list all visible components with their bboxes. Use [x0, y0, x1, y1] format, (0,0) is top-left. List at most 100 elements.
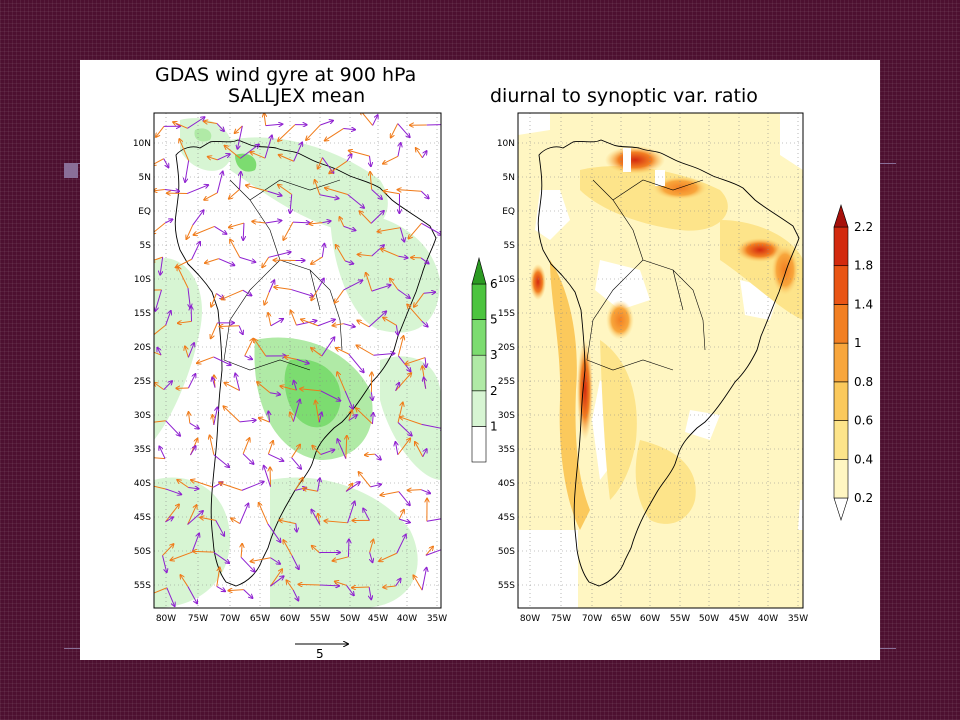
right-lon-label: 35W: [788, 614, 808, 624]
wind-vector-orange: [165, 504, 179, 523]
right-colorbar-min-triangle: [833, 497, 849, 521]
right-lat-label: 5N: [503, 173, 515, 183]
wind-vector-orange: [290, 412, 294, 422]
left-lat-labels: 10N 5N EQ 5S 10S 15S 20S 25S 30S 35S 40S 45S 50S 55S: [133, 139, 151, 591]
wind-vector-orange: [221, 289, 243, 299]
wind-vector-orange: [246, 185, 268, 192]
wind-vector-orange: [231, 518, 241, 524]
wind-vector-purple: [421, 320, 428, 327]
wind-vector-orange: [291, 445, 301, 458]
right-colorbar-label: 0.6: [854, 414, 873, 428]
wind-vector-purple: [160, 257, 163, 275]
wind-vector-purple: [318, 478, 320, 492]
right-lat-label: 10S: [498, 275, 515, 285]
left-lon-label: 70W: [220, 614, 240, 624]
wind-vector-orange: [219, 326, 240, 327]
wind-vector-orange: [332, 324, 344, 326]
wind-vector-orange: [283, 540, 293, 556]
wind-vector-orange: [425, 546, 433, 556]
wind-vector-orange: [318, 157, 323, 169]
wind-vector-orange: [200, 517, 216, 521]
right-lat-label: 45S: [498, 513, 515, 523]
wind-vector-purple: [291, 289, 313, 297]
wind-vector-orange: [235, 125, 243, 133]
wind-vector-orange: [219, 483, 243, 491]
wind-vector-orange: [224, 383, 240, 391]
wind-vector-orange: [325, 188, 348, 195]
right-title: diurnal to synoptic var. ratio: [490, 85, 758, 107]
wind-vector-orange: [336, 348, 349, 355]
wind-vector-purple: [399, 518, 410, 522]
left-lon-label: 75W: [188, 614, 208, 624]
right-lat-label: 15S: [498, 309, 515, 319]
right-lon-labels: 80W 75W 70W 65W 60W 55W 50W 45W 40W 35W: [520, 614, 808, 624]
left-colorbar-label: 5: [490, 313, 498, 327]
right-lat-label: EQ: [502, 207, 515, 217]
wind-vector-orange: [186, 224, 194, 239]
wind-vector-orange: [274, 287, 292, 290]
wind-vector-orange: [262, 257, 270, 267]
wind-vector-purple: [165, 517, 173, 523]
wind-vector-purple: [317, 278, 324, 291]
right-colorbar-label: 0.4: [854, 452, 873, 466]
wind-vector-orange: [264, 292, 270, 305]
wind-vector-purple: [320, 121, 333, 126]
wind-vector-orange: [250, 152, 266, 159]
wind-vector-orange: [188, 412, 189, 424]
wind-vector-purple: [268, 411, 269, 423]
wind-vector-orange: [204, 192, 218, 200]
wind-vector-purple: [371, 245, 384, 257]
decor-line-bottom-left: [64, 648, 82, 649]
right-colorbar-label: 0.2: [854, 491, 873, 505]
wind-vector-orange: [408, 222, 422, 238]
left-gridlines: [154, 113, 441, 608]
left-lon-label: 80W: [156, 614, 176, 624]
wind-vector-purple: [344, 261, 353, 264]
wind-vector-purple: [343, 129, 355, 130]
left-lat-label: 55S: [134, 581, 151, 591]
wind-vector-orange: [278, 185, 293, 195]
left-colorbar-segment: [471, 390, 487, 427]
wind-vector-orange: [211, 322, 218, 339]
wind-vector-purple: [187, 343, 194, 358]
left-lat-label: 5N: [139, 173, 151, 183]
wind-vector-purple: [268, 280, 274, 293]
right-colorbar-label: 1.4: [854, 297, 873, 311]
wind-vector-purple: [213, 454, 229, 467]
wind-vector-purple: [425, 549, 441, 556]
left-colorbar-label: 3: [490, 348, 498, 362]
wind-vector-purple: [165, 420, 180, 436]
wind-vector-purple: [238, 325, 243, 335]
wind-vector-purple: [425, 357, 426, 368]
wind-vector-purple: [319, 412, 322, 423]
wind-vector-orange: [397, 190, 422, 192]
wind-vector-orange: [383, 586, 396, 587]
left-lat-label: 30S: [134, 411, 151, 421]
left-borders: [223, 179, 343, 371]
left-lon-label: 50W: [340, 614, 360, 624]
wind-vector-purple: [346, 154, 352, 162]
wind-vector-purple: [348, 539, 349, 557]
wind-vector-orange: [154, 289, 162, 291]
wind-vector-orange: [408, 490, 422, 491]
wind-vector-purple: [343, 225, 356, 230]
wind-vector-purple: [296, 523, 297, 532]
wind-vector-orange: [208, 157, 218, 160]
wind-vector-purple: [267, 523, 281, 542]
wind-vector-orange: [300, 389, 321, 391]
wind-vector-purple: [395, 383, 400, 392]
wind-vector-purple: [374, 453, 381, 460]
wind-vector-purple: [166, 587, 175, 606]
wind-vector-orange: [306, 124, 321, 140]
left-map-area: [154, 113, 441, 608]
wind-vector-purple: [320, 390, 341, 401]
wind-vector-purple: [190, 446, 195, 456]
wind-vector-purple: [189, 422, 199, 428]
wind-vector-purple: [291, 457, 302, 469]
wind-vector-purple: [243, 589, 253, 598]
slide: GDAS wind gyre at 900 hPa SALLJEX mean: [80, 60, 880, 660]
right-lat-label: 35S: [498, 445, 515, 455]
wind-vector-orange: [335, 581, 347, 586]
wind-vector-orange: [358, 472, 371, 488]
wind-vector-purple: [423, 292, 436, 293]
